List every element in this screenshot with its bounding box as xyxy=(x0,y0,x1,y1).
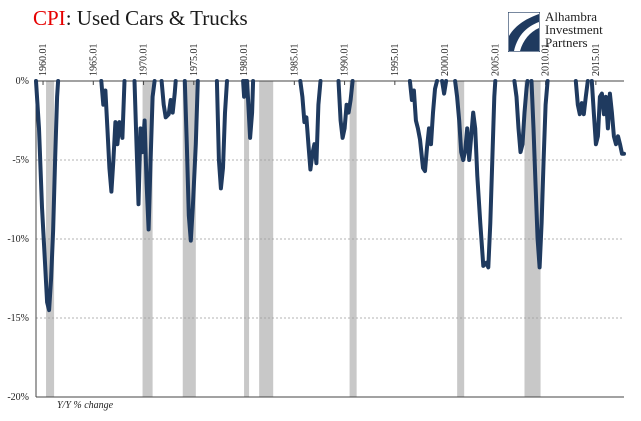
x-tick-label: 1975.01 xyxy=(189,44,200,77)
x-tick-label: 2015.01 xyxy=(591,44,602,77)
recession-band xyxy=(244,81,250,397)
series-line-segment xyxy=(336,79,355,140)
brand-logo: Alhambra Investment Partners xyxy=(508,10,636,58)
series-line-segment xyxy=(99,79,127,194)
x-tick-label: 1995.01 xyxy=(390,44,401,77)
series-line xyxy=(34,79,626,313)
y-tick-label: -20% xyxy=(7,392,29,403)
series-line-segment xyxy=(573,79,590,117)
series-line-segment xyxy=(512,79,530,155)
y-tick-label: -10% xyxy=(7,234,29,245)
series-line-segment xyxy=(182,79,200,243)
x-tick-label: 1990.01 xyxy=(340,44,351,77)
tick-labels: 0% -5% -10% -15% -20% 1960.01 1965.01 1970.01 19… xyxy=(7,43,602,403)
y-tick-label: -5% xyxy=(12,155,29,166)
chart-title: CPI: Used Cars & Trucks xyxy=(33,6,248,31)
x-tick-label: 1960.01 xyxy=(38,44,49,77)
logo-line-2: Investment xyxy=(545,22,603,37)
x-tick-label: 1980.01 xyxy=(239,44,250,76)
alhambra-swoosh-icon xyxy=(508,12,540,52)
series-line-segment xyxy=(159,79,178,120)
series-line-segment xyxy=(245,79,256,140)
y-tick-label: -15% xyxy=(7,313,29,324)
logo-line-1: Alhambra xyxy=(545,9,597,24)
recession-band xyxy=(142,81,153,397)
title-rest: : Used Cars & Trucks xyxy=(65,6,248,30)
logo-text: Alhambra Investment Partners xyxy=(545,10,603,49)
footnote: Y/Y % change xyxy=(57,400,114,411)
series-line-segment xyxy=(241,79,248,99)
series-line-segment xyxy=(298,79,323,172)
x-tick-label: 1970.01 xyxy=(139,44,150,77)
series-line-segment xyxy=(589,79,626,156)
x-tick-label: 2005.01 xyxy=(490,43,501,76)
grid-lines xyxy=(36,159,624,319)
x-tick-label: 1965.01 xyxy=(88,44,99,76)
logo-line-3: Partners xyxy=(545,35,588,50)
series-line-segment xyxy=(407,79,439,174)
series-line-segment xyxy=(440,79,449,96)
y-tick-label: 0% xyxy=(16,76,29,87)
series-line-segment xyxy=(132,79,157,232)
recession-band xyxy=(46,81,55,397)
series-line-segment xyxy=(453,79,498,270)
title-accent: CPI xyxy=(33,6,66,30)
series-line-segment xyxy=(214,79,229,191)
series-line-segment xyxy=(34,79,61,313)
x-tick-label: 2010.01 xyxy=(541,44,552,77)
x-tick-label: 1985.01 xyxy=(289,44,300,77)
series-line-segment xyxy=(529,79,550,270)
x-tick-label: 2000.01 xyxy=(440,44,451,77)
